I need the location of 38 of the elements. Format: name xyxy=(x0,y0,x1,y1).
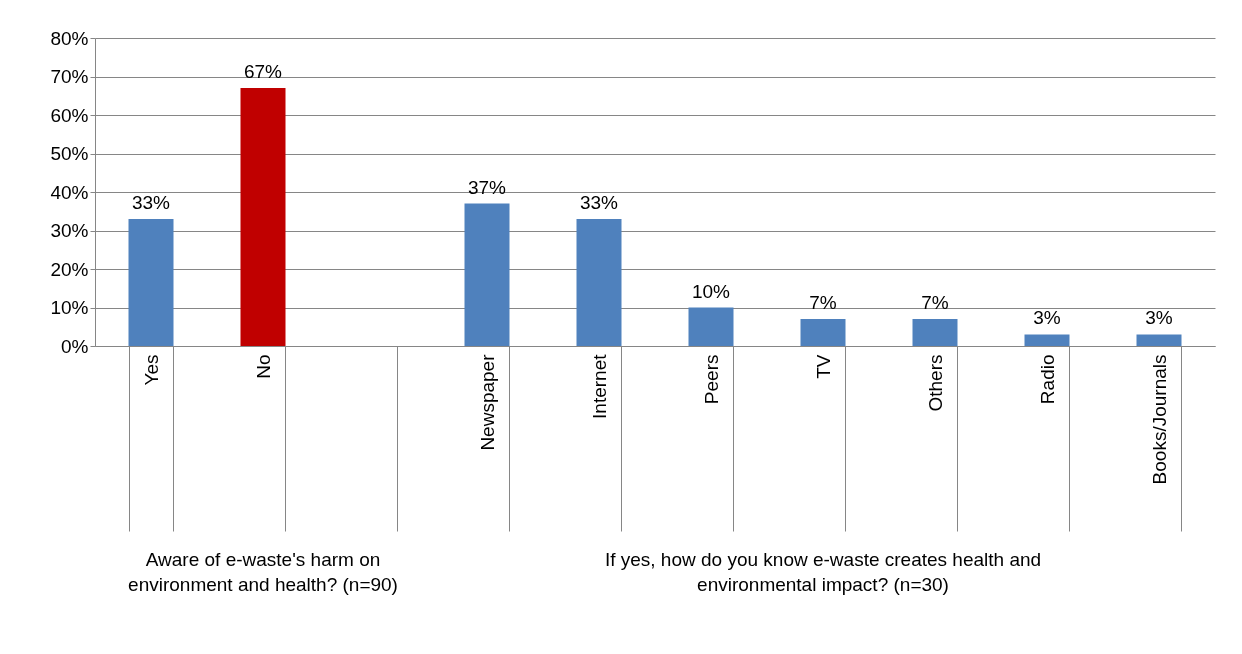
y-tick-label: 50% xyxy=(50,143,89,164)
y-tick-label: 40% xyxy=(50,181,89,203)
data-label: 67% xyxy=(243,61,283,83)
x-tick-label: Radio xyxy=(1036,354,1058,405)
x-tick-label: Yes xyxy=(140,354,162,386)
data-label: 33% xyxy=(131,191,171,213)
x-tick-label: Newspaper xyxy=(476,353,498,451)
bar xyxy=(464,203,510,346)
bar xyxy=(800,319,846,346)
text: If yes, how do you know e-waste creates health and environmental impact? (n=30) xyxy=(604,549,1042,595)
x-tick-label: Internet xyxy=(588,353,610,419)
bar xyxy=(688,307,734,346)
bar xyxy=(128,218,174,346)
bar xyxy=(240,88,286,346)
text: Aware of e-waste's harm on environment and health? (n=90) xyxy=(128,549,398,595)
data-label: 37% xyxy=(467,176,507,198)
x-tick-label: Others xyxy=(924,354,946,412)
data-label: 3% xyxy=(1033,307,1061,329)
y-tick-label: 70% xyxy=(50,66,89,87)
data-label: 7% xyxy=(809,292,837,314)
x-tick-label: TV xyxy=(812,354,834,379)
x-tick-label: Peers xyxy=(700,354,722,405)
y-tick-label: 0% xyxy=(61,335,89,357)
y-tick-label: 30% xyxy=(50,220,89,241)
x-tick-label: No xyxy=(252,354,274,379)
y-tick-label: 20% xyxy=(50,258,89,280)
y-tick-label: 60% xyxy=(50,104,89,126)
data-label: 3% xyxy=(1145,307,1173,329)
y-tick-label: 80% xyxy=(50,27,89,49)
bar xyxy=(1024,334,1070,346)
bar xyxy=(1136,334,1182,346)
bar xyxy=(912,319,958,346)
data-label: 33% xyxy=(579,191,619,213)
y-tick-label: 10% xyxy=(50,297,89,318)
data-label: 7% xyxy=(921,292,949,314)
x-tick-label: Books/Journals xyxy=(1148,354,1170,485)
data-label: 10% xyxy=(691,280,731,302)
bar xyxy=(576,218,622,346)
